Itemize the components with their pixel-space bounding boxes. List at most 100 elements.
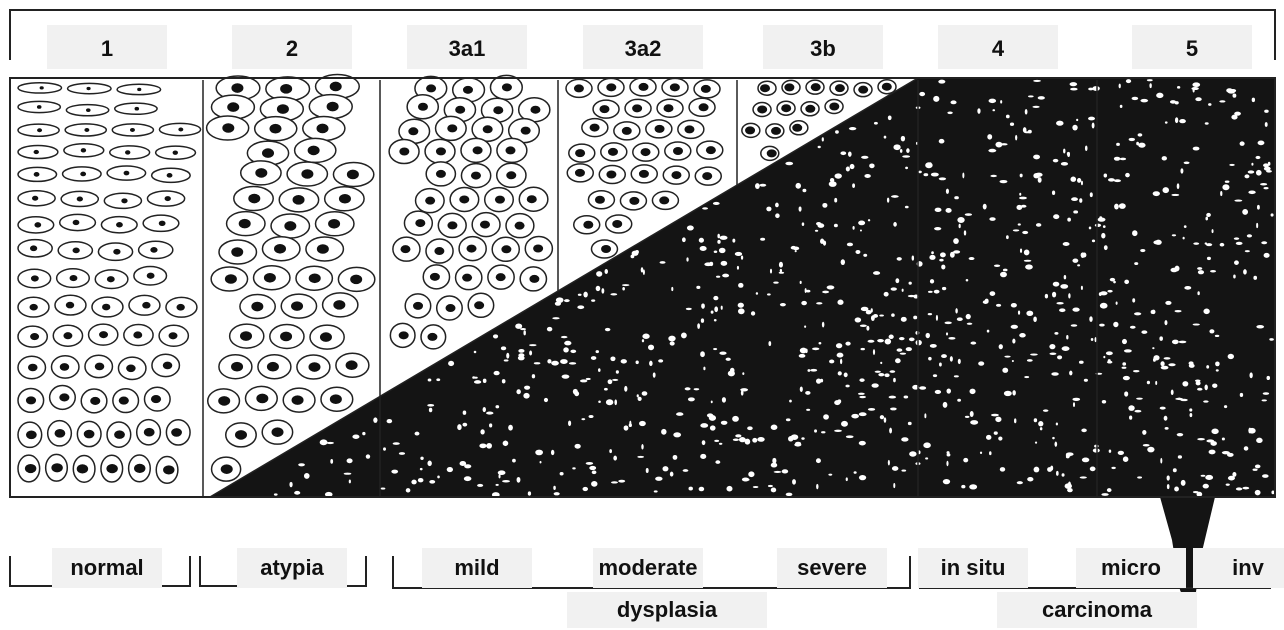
texture (732, 415, 739, 422)
texture (924, 413, 927, 419)
texture (1090, 338, 1094, 341)
texture (463, 476, 472, 482)
nucleus (350, 274, 363, 285)
texture (957, 217, 965, 224)
nucleus (583, 220, 594, 229)
texture (815, 458, 821, 464)
texture (747, 426, 753, 431)
texture (610, 293, 618, 296)
texture (1209, 329, 1215, 334)
texture (713, 295, 719, 301)
texture (1251, 162, 1254, 166)
texture (1065, 452, 1074, 457)
texture (942, 401, 948, 408)
stage-label: normal (70, 555, 143, 580)
nucleus (319, 332, 332, 342)
nucleus (106, 276, 115, 283)
texture (1197, 270, 1205, 275)
texture (969, 484, 978, 490)
header-frame (9, 9, 1276, 60)
nucleus (134, 463, 146, 473)
texture (773, 470, 782, 473)
texture (789, 399, 792, 403)
texture (932, 374, 938, 378)
texture (1033, 79, 1041, 82)
nucleus (83, 429, 95, 439)
nucleus (142, 301, 151, 309)
nucleus (700, 84, 711, 93)
texture (373, 417, 378, 423)
nucleus (69, 274, 78, 282)
texture (1267, 161, 1271, 166)
texture (512, 458, 516, 463)
texture (1057, 355, 1063, 360)
texture (352, 434, 360, 439)
texture (1119, 104, 1123, 109)
texture (601, 288, 605, 294)
texture (1012, 390, 1016, 396)
texture (383, 447, 386, 451)
texture (718, 247, 726, 254)
texture (896, 257, 902, 261)
texture (709, 261, 714, 267)
texture (905, 166, 909, 170)
texture (658, 359, 664, 363)
texture (954, 196, 959, 200)
texture (1111, 466, 1116, 470)
texture (1081, 457, 1090, 463)
texture (480, 429, 485, 435)
texture (946, 332, 949, 336)
texture (503, 359, 509, 362)
texture (1205, 216, 1209, 221)
texture (919, 386, 927, 390)
texture (1206, 256, 1211, 261)
nucleus (640, 148, 651, 157)
texture (585, 377, 591, 380)
texture (859, 229, 862, 232)
texture (1153, 240, 1161, 245)
texture (941, 286, 947, 291)
texture (740, 388, 749, 392)
texture (649, 360, 653, 367)
texture (1121, 366, 1127, 369)
texture (614, 399, 618, 406)
nucleus (445, 304, 456, 313)
nucleus (25, 430, 37, 440)
texture (1091, 122, 1095, 129)
texture (998, 436, 1003, 441)
texture (1003, 390, 1012, 397)
texture (1067, 152, 1070, 157)
invasion (1160, 497, 1215, 608)
texture (1174, 265, 1180, 272)
texture (891, 195, 899, 198)
texture (1080, 285, 1083, 290)
texture (1262, 392, 1270, 395)
nucleus (415, 219, 426, 228)
texture (637, 396, 642, 401)
texture (554, 301, 562, 306)
nucleus (417, 102, 428, 111)
texture (907, 421, 912, 426)
texture (330, 459, 334, 464)
texture (939, 362, 942, 367)
texture (503, 440, 508, 447)
texture (583, 291, 588, 298)
nucleus (25, 396, 37, 405)
texture (929, 254, 936, 260)
texture (1256, 437, 1263, 443)
nucleus (137, 87, 142, 92)
nucleus (30, 275, 39, 282)
texture (635, 360, 639, 365)
texture (732, 438, 739, 442)
texture (294, 490, 301, 495)
nucleus (621, 126, 632, 135)
texture (419, 467, 423, 471)
texture (1027, 95, 1034, 98)
nucleus (316, 123, 329, 134)
texture (642, 333, 650, 339)
texture (1015, 134, 1018, 141)
texture (1016, 481, 1023, 485)
texture (598, 368, 601, 372)
texture (727, 370, 735, 377)
texture (429, 479, 436, 484)
